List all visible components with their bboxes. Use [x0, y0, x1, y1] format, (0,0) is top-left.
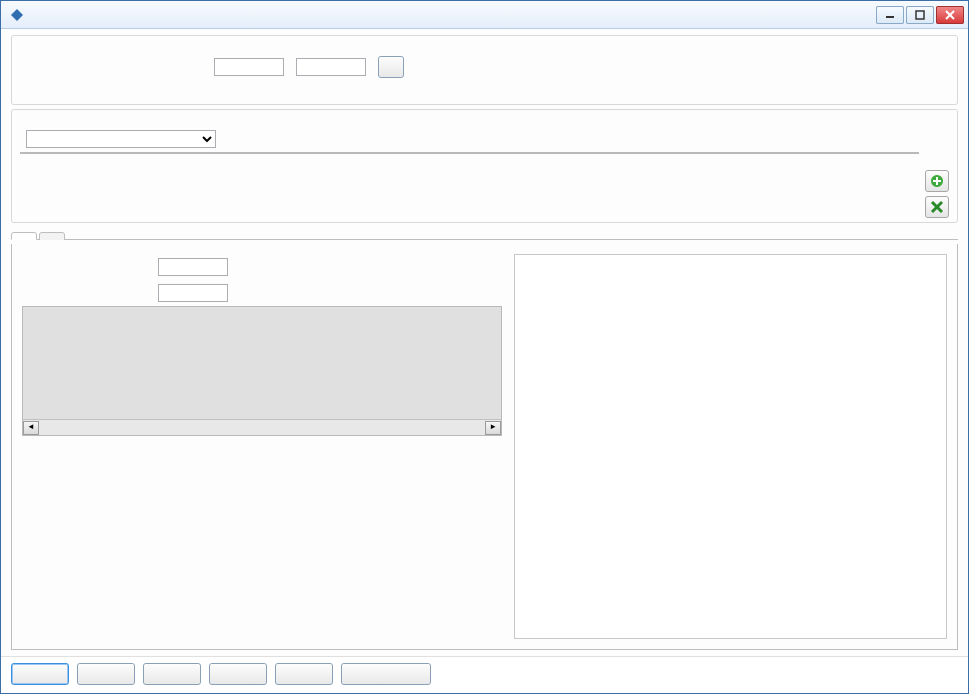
- scroll-right-icon[interactable]: ►: [485, 421, 501, 435]
- low-trim-input[interactable]: [214, 58, 284, 76]
- help-button[interactable]: [209, 663, 267, 685]
- high-trim-input[interactable]: [296, 58, 366, 76]
- window-buttons: [876, 6, 964, 24]
- variograms-panel: ◄ ►: [11, 244, 958, 650]
- exp-grid-side-buttons: [925, 170, 949, 218]
- graph-button[interactable]: [11, 663, 69, 685]
- close-button[interactable]: [936, 6, 964, 24]
- minimize-button[interactable]: [876, 6, 904, 24]
- nugget-input[interactable]: [158, 284, 228, 302]
- load-button[interactable]: [275, 663, 333, 685]
- cancel-button[interactable]: [143, 663, 201, 685]
- experimental-variogram-group: [11, 109, 958, 223]
- variogram-chart: [514, 254, 947, 639]
- window: ◄ ►: [0, 0, 969, 694]
- num-structures-input[interactable]: [158, 258, 228, 276]
- client-area: ◄ ►: [1, 29, 968, 656]
- model-grid[interactable]: ◄ ►: [22, 306, 502, 436]
- model-grid-hscroll[interactable]: ◄ ►: [23, 419, 501, 435]
- scroll-left-icon[interactable]: ◄: [23, 421, 39, 435]
- save-button[interactable]: [341, 663, 431, 685]
- maximize-button[interactable]: [906, 6, 934, 24]
- add-row-button[interactable]: [925, 170, 949, 192]
- tab-variograms[interactable]: [11, 232, 37, 240]
- variogram-type-select[interactable]: [26, 130, 216, 148]
- app-icon: [9, 7, 25, 23]
- delete-row-button[interactable]: [925, 196, 949, 218]
- input-data-group: [11, 35, 958, 105]
- model-column: ◄ ►: [22, 254, 502, 639]
- titlebar: [1, 1, 968, 29]
- tabs: [11, 231, 958, 240]
- ok-button[interactable]: [77, 663, 135, 685]
- spatial-analysis-button[interactable]: [378, 56, 404, 78]
- footer: [1, 656, 968, 693]
- exp-grid[interactable]: [20, 152, 919, 154]
- tab-variogram-fan[interactable]: [39, 232, 65, 240]
